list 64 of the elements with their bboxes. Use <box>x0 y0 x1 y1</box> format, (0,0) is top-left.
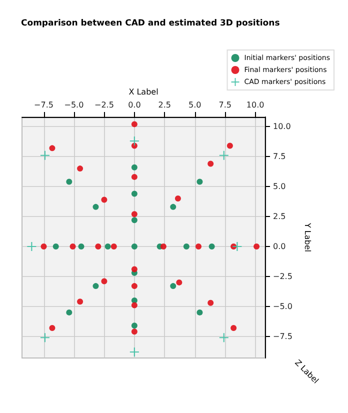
x-tick-label: 7.5 <box>218 100 232 110</box>
point <box>66 309 72 316</box>
point <box>104 243 111 250</box>
point <box>92 283 99 290</box>
y-tick-label: 5.0 <box>273 182 286 192</box>
point <box>101 196 108 203</box>
y-tick-label: 10.0 <box>273 122 291 132</box>
point <box>131 190 138 197</box>
point <box>77 298 84 305</box>
point <box>131 217 138 224</box>
x-tick-label: −2.5 <box>94 100 114 110</box>
x-tick-label: −5.0 <box>64 100 84 110</box>
point <box>196 178 203 185</box>
point <box>40 243 47 250</box>
point <box>170 204 176 210</box>
point <box>131 266 138 272</box>
point <box>230 325 237 332</box>
point <box>131 328 138 335</box>
x-axis-title: X Label <box>128 88 158 97</box>
x-tick-label: −7.5 <box>34 100 54 110</box>
point <box>66 178 72 185</box>
point <box>170 283 176 290</box>
y-axis-title: Y Label <box>302 222 312 252</box>
point <box>196 243 202 250</box>
x-tick-label: 0.0 <box>128 100 141 110</box>
point <box>131 174 138 180</box>
point <box>78 243 84 250</box>
point <box>95 243 102 250</box>
point <box>49 145 56 152</box>
point <box>160 243 166 250</box>
y-tick-label: 7.5 <box>273 152 286 162</box>
point <box>49 325 56 332</box>
point <box>183 243 190 250</box>
point <box>131 283 138 290</box>
x-tick-label: 10.0 <box>246 100 264 110</box>
point <box>131 322 138 329</box>
point <box>131 211 138 218</box>
y-tick-label: 0.0 <box>273 242 286 251</box>
point <box>226 142 233 149</box>
point <box>131 297 138 304</box>
point <box>176 279 182 286</box>
point <box>101 278 108 284</box>
point <box>196 309 203 316</box>
point <box>52 243 59 250</box>
point <box>208 160 214 167</box>
point <box>77 166 84 172</box>
point <box>131 302 138 308</box>
y-tick-label: −5.0 <box>273 302 292 311</box>
point <box>131 164 138 170</box>
point <box>131 121 138 128</box>
x-tick-label: 2.5 <box>158 100 172 110</box>
point <box>174 196 181 202</box>
y-tick-label: 2.5 <box>273 212 286 222</box>
y-tick-label: −2.5 <box>273 272 292 281</box>
point <box>208 243 215 250</box>
point <box>92 204 99 210</box>
point <box>254 243 260 250</box>
point <box>131 243 138 250</box>
chart-title: Comparison between CAD and estimated 3D positions <box>21 18 280 28</box>
point <box>208 300 214 306</box>
point <box>70 243 76 250</box>
x-tick-label: 5.0 <box>188 100 202 110</box>
point <box>110 243 117 250</box>
y-tick-label: −7.5 <box>273 332 292 341</box>
